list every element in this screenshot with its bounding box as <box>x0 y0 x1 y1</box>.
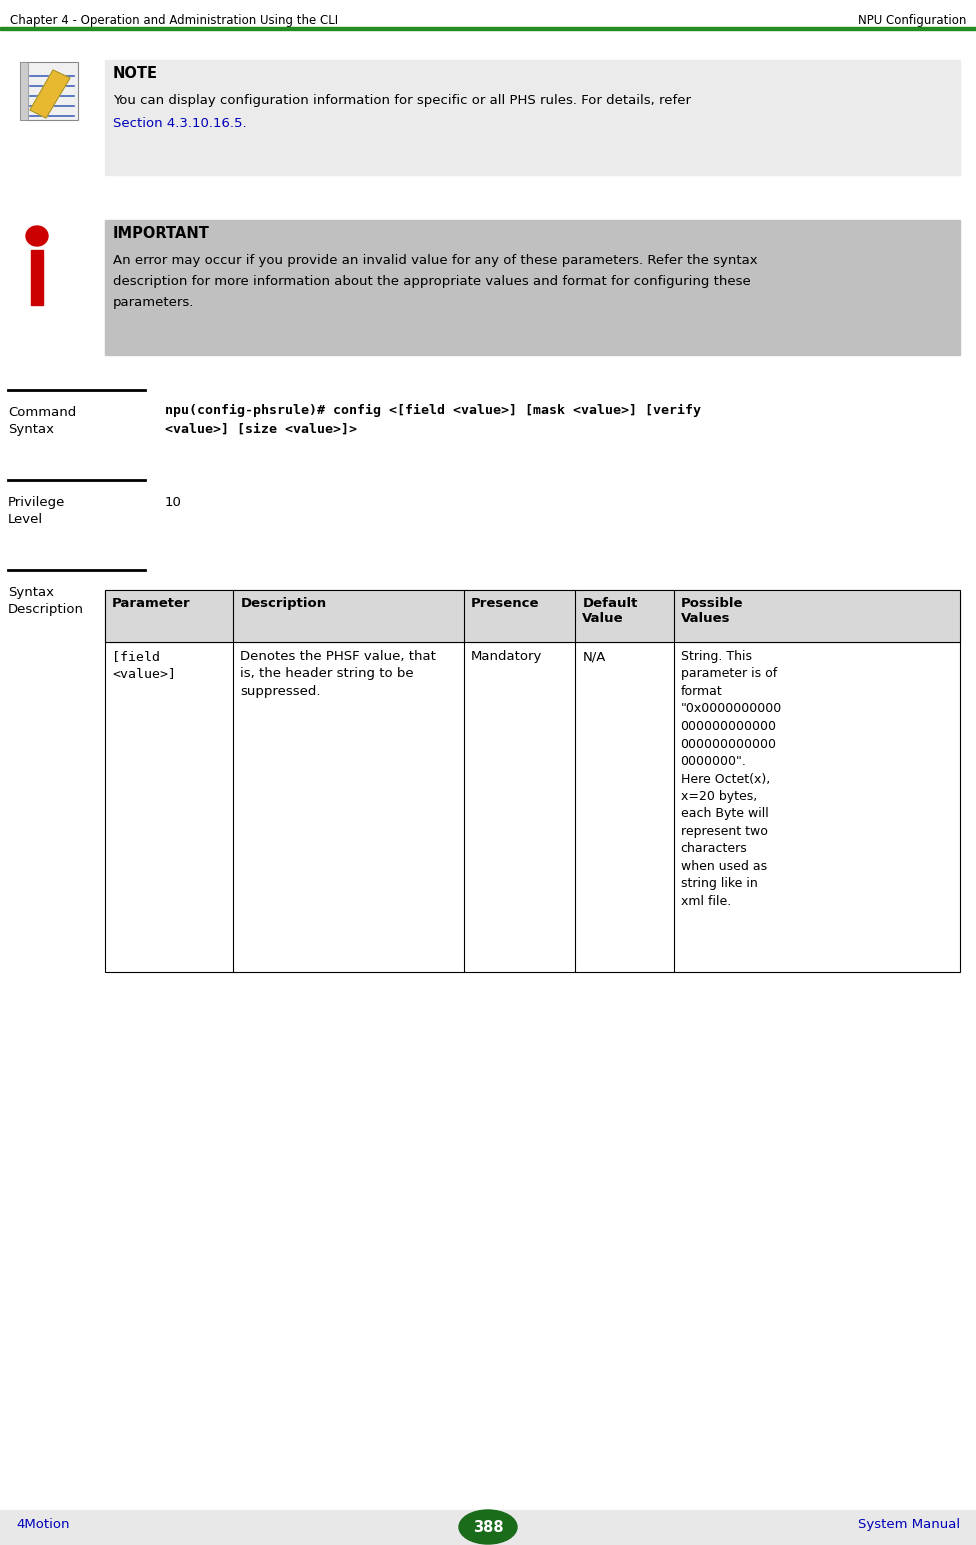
Text: IMPORTANT: IMPORTANT <box>113 226 210 241</box>
Text: Presence: Presence <box>471 596 540 610</box>
Text: Default
Value: Default Value <box>583 596 637 626</box>
Text: parameters.: parameters. <box>113 297 194 309</box>
Ellipse shape <box>459 1509 517 1543</box>
Text: NPU Configuration: NPU Configuration <box>858 14 966 26</box>
Bar <box>20 62 28 121</box>
Text: Description: Description <box>8 603 84 616</box>
Ellipse shape <box>26 226 48 246</box>
Text: Syntax: Syntax <box>8 586 54 599</box>
Text: Command: Command <box>8 406 76 419</box>
Bar <box>105 590 960 643</box>
Text: Possible
Values: Possible Values <box>680 596 743 626</box>
Text: Mandatory: Mandatory <box>471 650 543 663</box>
Text: 388: 388 <box>472 1519 504 1534</box>
Bar <box>105 219 960 355</box>
Text: NOTE: NOTE <box>113 66 158 80</box>
Text: Privilege: Privilege <box>8 496 65 508</box>
Bar <box>20 62 78 121</box>
Text: You can display configuration information for specific or all PHS rules. For det: You can display configuration informatio… <box>113 94 691 107</box>
Text: Description: Description <box>240 596 326 610</box>
Text: String. This
parameter is of
format
"0x0000000000
000000000000
000000000000
0000: String. This parameter is of format "0x0… <box>680 650 782 908</box>
Text: Parameter: Parameter <box>112 596 190 610</box>
Text: System Manual: System Manual <box>858 1519 960 1531</box>
Text: Denotes the PHSF value, that
is, the header string to be
suppressed.: Denotes the PHSF value, that is, the hea… <box>240 650 436 698</box>
Text: 10: 10 <box>165 496 182 508</box>
Bar <box>105 590 960 972</box>
Text: Section 4.3.10.16.5.: Section 4.3.10.16.5. <box>113 117 247 130</box>
Polygon shape <box>30 70 70 117</box>
Bar <box>0 1509 976 1545</box>
Text: An error may occur if you provide an invalid value for any of these parameters. : An error may occur if you provide an inv… <box>113 253 757 267</box>
Text: npu(config-phsrule)# config <[field <value>] [mask <value>] [verify: npu(config-phsrule)# config <[field <val… <box>165 403 701 417</box>
Bar <box>105 60 960 175</box>
Text: 4Motion: 4Motion <box>16 1519 69 1531</box>
Text: [field
<value>]: [field <value>] <box>112 650 176 680</box>
Bar <box>0 26 976 29</box>
Text: Syntax: Syntax <box>8 423 54 436</box>
Text: description for more information about the appropriate values and format for con: description for more information about t… <box>113 275 751 287</box>
Bar <box>31 250 43 304</box>
Text: Level: Level <box>8 513 43 525</box>
Text: <value>] [size <value>]>: <value>] [size <value>]> <box>165 423 357 436</box>
Text: Chapter 4 - Operation and Administration Using the CLI: Chapter 4 - Operation and Administration… <box>10 14 338 26</box>
Text: N/A: N/A <box>583 650 606 663</box>
